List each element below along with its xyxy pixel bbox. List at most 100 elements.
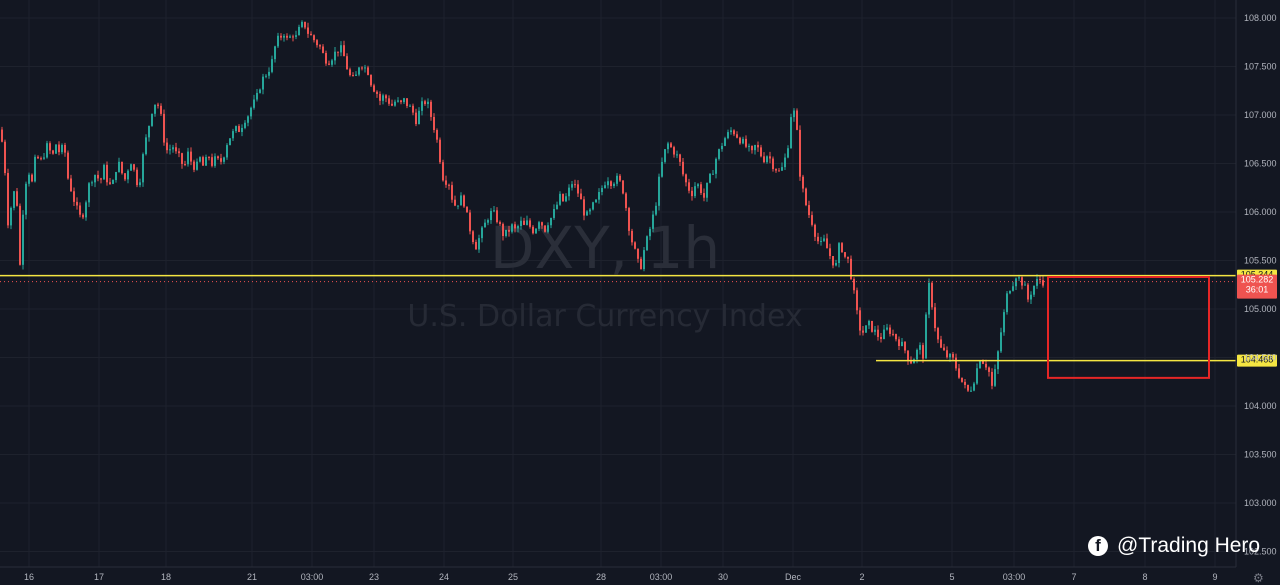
candle-body <box>181 153 183 165</box>
price-axis[interactable]: 108.000 107.500 107.000 106.500 106.000 105.5… <box>1235 0 1277 567</box>
candle <box>31 173 33 183</box>
candle <box>73 187 75 207</box>
candle <box>289 34 291 39</box>
candle-body <box>724 138 726 146</box>
candle-body <box>766 156 768 163</box>
candle-body <box>982 360 984 364</box>
candle-body <box>367 67 369 75</box>
time-tick-label: 21 <box>247 572 257 582</box>
candle <box>736 131 738 139</box>
candle <box>844 252 846 259</box>
candle <box>856 287 858 315</box>
candle-body <box>871 320 873 332</box>
watermark-symbol: DXY, 1h <box>490 214 720 282</box>
candle <box>682 157 684 177</box>
candle-body <box>643 250 645 270</box>
candle <box>394 99 396 107</box>
candle-body <box>757 145 759 148</box>
target-box <box>1047 275 1210 379</box>
candle-body <box>919 345 921 350</box>
candle-body <box>955 357 957 369</box>
candle <box>64 142 66 157</box>
candle <box>877 325 879 341</box>
candle-body <box>325 52 327 64</box>
time-tick-label: 8 <box>1142 572 1147 582</box>
candle <box>976 363 978 385</box>
candle <box>352 72 354 77</box>
candle <box>232 128 234 141</box>
candle-body <box>343 45 345 57</box>
candle-body <box>649 228 651 237</box>
candle-body <box>70 178 72 192</box>
candle-body <box>853 279 855 291</box>
candle <box>970 386 972 393</box>
candle <box>304 21 306 30</box>
candle-body <box>592 202 594 210</box>
candle <box>34 154 36 183</box>
candle-body <box>619 175 621 181</box>
candle-body <box>874 329 876 332</box>
candle-body <box>640 258 642 270</box>
candle-body <box>142 154 144 183</box>
candle <box>1030 291 1032 304</box>
candle <box>883 324 885 340</box>
candle <box>781 162 783 172</box>
candle-body <box>166 142 168 151</box>
candle <box>496 207 498 224</box>
candle <box>280 33 282 41</box>
candle-body <box>559 193 561 205</box>
candle-body <box>958 368 960 378</box>
candle <box>199 156 201 163</box>
candle-body <box>424 101 426 105</box>
candle <box>802 174 804 193</box>
candle-body <box>208 157 210 159</box>
candle <box>745 135 747 149</box>
candle-body <box>1015 278 1017 287</box>
candle <box>4 139 6 176</box>
candle <box>1033 285 1035 297</box>
time-tick-label: 9 <box>1212 572 1217 582</box>
candle-body <box>382 95 384 101</box>
time-axis[interactable]: 16 17 18 21 03:00 23 24 25 28 03:00 30 Dec 2 5 03:00 7 8… <box>0 566 1236 582</box>
candle-body <box>265 75 267 77</box>
candle <box>208 156 210 161</box>
candle <box>487 218 489 226</box>
candle <box>262 73 264 95</box>
candle <box>226 143 228 160</box>
candle-body <box>862 330 864 333</box>
candle-body <box>418 110 420 125</box>
candle-body <box>124 173 126 180</box>
candle <box>904 341 906 354</box>
candle-body <box>286 35 288 38</box>
gear-icon[interactable]: ⚙ <box>1253 571 1264 585</box>
candle-body <box>250 107 252 117</box>
candle-body <box>364 67 366 69</box>
candle <box>898 336 900 350</box>
candle-body <box>991 371 993 386</box>
candle <box>100 177 102 184</box>
candle-body <box>709 173 711 183</box>
candle <box>229 138 231 146</box>
candle-body <box>883 329 885 339</box>
candle <box>337 51 339 57</box>
candle <box>268 67 270 79</box>
candle-body <box>178 151 180 154</box>
candle-body <box>172 147 174 150</box>
candle-body <box>64 144 66 153</box>
candle-body <box>814 224 816 237</box>
candle <box>613 182 615 189</box>
candle-body <box>868 320 870 326</box>
candle-body <box>754 145 756 151</box>
candle-body <box>148 125 150 138</box>
candle <box>331 58 333 67</box>
candle-body <box>1024 284 1026 286</box>
candle-body <box>1036 278 1038 286</box>
candle-body <box>610 181 612 187</box>
candle-body <box>355 74 357 76</box>
candle-body <box>22 214 24 265</box>
candle <box>892 329 894 337</box>
candle <box>460 192 462 206</box>
